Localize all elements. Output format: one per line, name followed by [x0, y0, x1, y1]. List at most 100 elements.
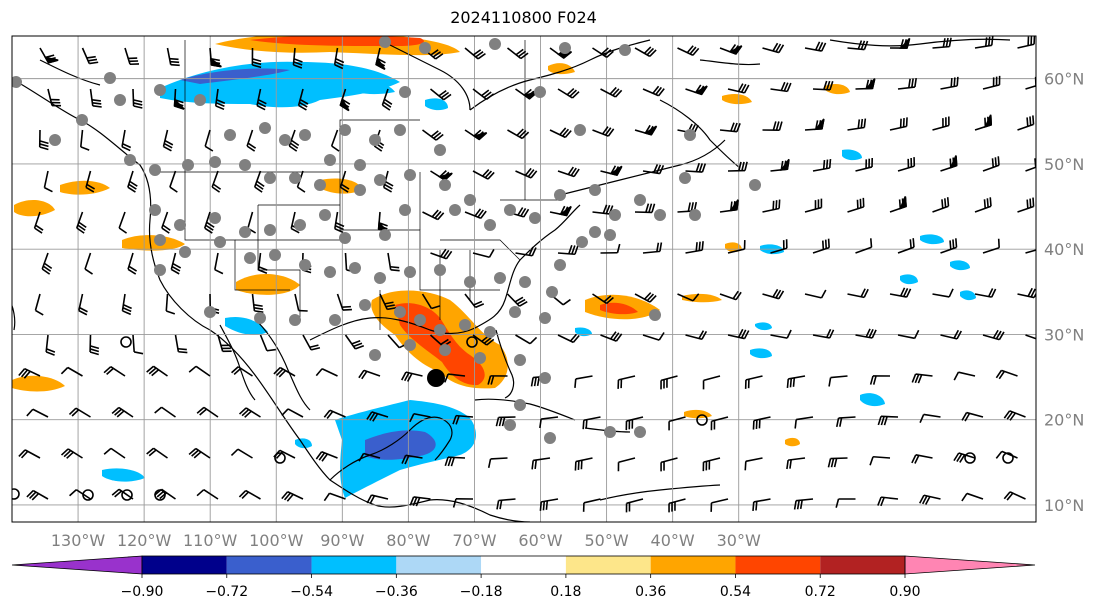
wind-barb: [855, 157, 874, 172]
station-dot: [299, 259, 311, 271]
station-dot: [634, 194, 646, 206]
longitude-label: 80°W: [386, 531, 430, 550]
map-frame: [11, 35, 1037, 523]
wind-barb: [911, 373, 933, 384]
station-dot: [324, 154, 336, 166]
wind-barb: [634, 124, 658, 136]
longitude-label: 130°W: [51, 531, 106, 550]
station-dot: [404, 169, 416, 181]
wind-barb: [495, 416, 516, 427]
longitude-label: 100°W: [249, 531, 304, 550]
station-dot: [634, 426, 646, 438]
calm-wind-circle: [274, 452, 286, 464]
station-dot: [174, 219, 186, 231]
wind-barb: [43, 170, 53, 193]
wind-barb: [124, 47, 140, 66]
wind-barb: [214, 252, 224, 275]
wind-barb: [897, 78, 917, 90]
wind-barb: [974, 288, 997, 298]
wind-barb: [995, 369, 1018, 380]
negative-anomaly-shading: [102, 61, 976, 498]
calm-wind-circles: [12, 336, 1014, 501]
colorbar-tick-label: 0.36: [635, 584, 666, 600]
wind-barb: [472, 249, 495, 259]
wind-barb: [89, 334, 100, 356]
station-dot: [576, 236, 588, 248]
wind-barb: [121, 293, 132, 316]
longitude-label: 50°W: [584, 531, 628, 550]
colorbar-extend-high: [904, 555, 1036, 575]
wind-barb: [770, 158, 790, 172]
station-dot: [299, 129, 311, 141]
station-dot: [574, 124, 586, 136]
wind-barb: [506, 293, 528, 307]
station-dot: [399, 86, 411, 98]
wind-barb: [401, 454, 423, 465]
station-dot: [484, 326, 496, 338]
wind-barb: [812, 158, 832, 172]
colorbar-tick-label: 0.18: [550, 584, 581, 600]
station-dot: [749, 179, 761, 191]
calm-wind-circle: [12, 488, 20, 500]
wind-barb: [600, 331, 623, 342]
wind-barb: [339, 170, 350, 193]
wind-barb: [444, 456, 466, 467]
wind-barb: [974, 197, 992, 213]
wind-barb: [592, 47, 614, 58]
colorbar-segment: [735, 556, 821, 574]
wind-barb: [932, 116, 950, 131]
wind-barb: [78, 293, 88, 316]
wind-barb: [855, 78, 876, 90]
wind-barb: [47, 88, 62, 107]
wind-barb: [334, 211, 345, 234]
wind-barb: [539, 498, 559, 511]
station-dot: [539, 372, 551, 384]
wind-barb: [762, 121, 783, 132]
wind-barb: [847, 118, 867, 131]
wind-barb: [146, 447, 168, 459]
station-dot: [554, 189, 566, 201]
colorbar-tick-label: 0.72: [805, 584, 836, 600]
station-dot: [374, 174, 386, 186]
longitude-label: 120°W: [117, 531, 172, 550]
wind-barb: [668, 498, 686, 513]
station-dot: [449, 204, 461, 216]
wind-barb: [358, 369, 381, 380]
station-dot: [684, 129, 696, 141]
wind-barb: [302, 334, 321, 351]
wind-barb: [165, 293, 176, 315]
wind-barb: [253, 170, 265, 193]
station-dot: [182, 159, 194, 171]
wind-barb: [409, 412, 431, 423]
wind-barb: [68, 407, 91, 418]
wind-barb: [685, 330, 708, 341]
wind-barb: [127, 252, 138, 275]
wind-barb: [472, 169, 495, 180]
wind-barb: [642, 164, 665, 175]
station-dot: [519, 276, 531, 288]
colorbar-segment: [565, 556, 651, 574]
wind-barb: [685, 241, 704, 254]
wind-barb: [1003, 410, 1026, 421]
wind-barb: [677, 293, 700, 302]
wind-barb: [642, 242, 663, 254]
wind-barb: [625, 498, 644, 513]
station-dot: [459, 319, 471, 331]
wind-barb: [727, 83, 750, 94]
wind-barb: [26, 408, 49, 418]
wind-barb: [727, 161, 748, 172]
wind-barb: [161, 211, 171, 234]
station-dot: [279, 134, 291, 146]
wind-barb: [617, 457, 636, 472]
station-dot: [679, 172, 691, 184]
wind-barb: [422, 129, 444, 141]
longitude-label: 30°W: [717, 531, 761, 550]
wind-barb: [464, 208, 487, 220]
latitude-label: 20°N: [1044, 411, 1084, 430]
wind-barb: [297, 88, 309, 111]
colorbar-segment: [650, 556, 736, 574]
wind-barb: [752, 416, 771, 430]
station-dot: [259, 122, 271, 134]
wind-barb: [45, 334, 56, 356]
station-dot: [419, 42, 431, 54]
